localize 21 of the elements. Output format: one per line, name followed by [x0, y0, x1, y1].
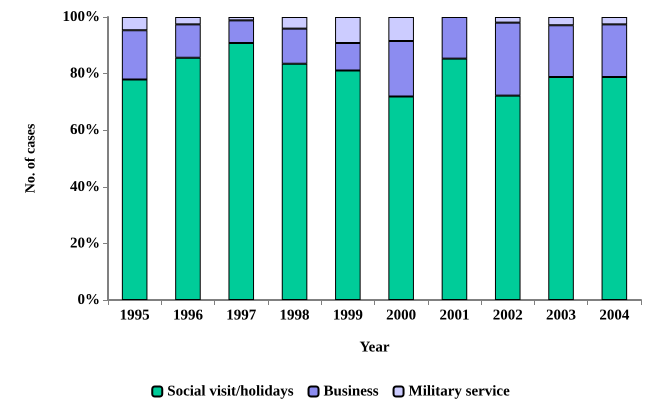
x-tick-label: 1998	[280, 308, 310, 324]
y-tick-label: 20%	[70, 235, 100, 252]
x-tick-label: 2002	[492, 308, 523, 324]
legend-label: Military service	[408, 384, 510, 400]
x-tick-label: 1996	[172, 308, 204, 324]
y-tick-label: 40%	[70, 178, 100, 195]
x-tick-label: 1997	[226, 308, 257, 324]
x-tick-label: 2000	[386, 308, 416, 324]
x-tick-label: 1999	[332, 308, 363, 324]
y-tick-label: 60%	[70, 122, 100, 138]
y-axis-title: No. of cases	[24, 123, 38, 194]
legend-label: Business	[324, 384, 379, 400]
x-tick-label: 2004	[599, 308, 630, 324]
x-tick-label: 2003	[546, 308, 576, 324]
x-tick-label: 1995	[120, 308, 150, 324]
y-tick-label: 0%	[78, 292, 100, 308]
y-tick-label: 80%	[70, 66, 100, 82]
legend-label: Social visit/holidays	[167, 384, 294, 400]
y-tick-label: 100%	[62, 9, 100, 25]
x-tick-label: 2001	[439, 308, 470, 324]
x-axis-title: Year	[360, 340, 390, 356]
